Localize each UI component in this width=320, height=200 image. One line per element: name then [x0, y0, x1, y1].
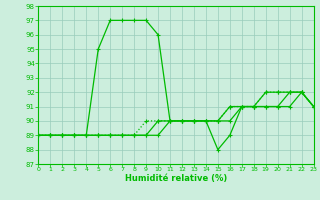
X-axis label: Humidité relative (%): Humidité relative (%)	[125, 174, 227, 183]
